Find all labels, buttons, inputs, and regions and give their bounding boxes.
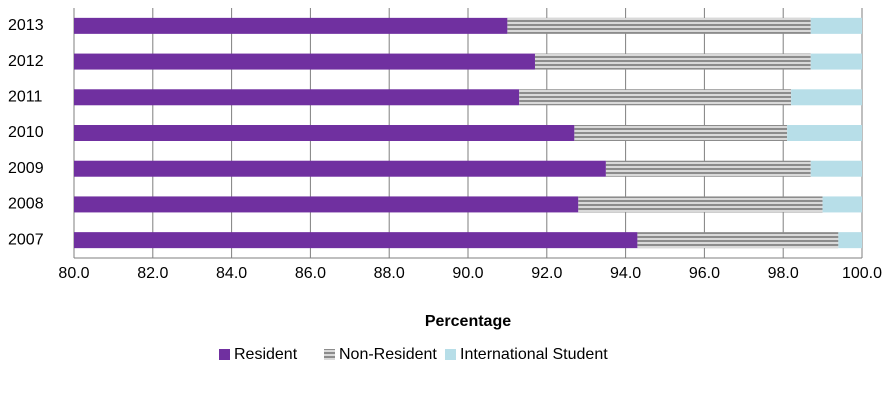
- bar-segment: [637, 232, 839, 249]
- legend-marker: [324, 349, 335, 360]
- bar-segment: [74, 125, 575, 141]
- x-tick-label: 90.0: [452, 265, 483, 282]
- x-tick-label: 88.0: [374, 265, 405, 282]
- x-tick-label: 92.0: [531, 265, 562, 282]
- x-tick-label: 94.0: [610, 265, 641, 282]
- bar-segment: [787, 125, 862, 141]
- x-tick-label: 86.0: [295, 265, 326, 282]
- bar-segment: [822, 196, 862, 213]
- legend-marker: [219, 349, 230, 360]
- bar-segment: [810, 160, 862, 177]
- legend-marker: [445, 349, 456, 360]
- x-axis-title: Percentage: [425, 313, 511, 330]
- bar-segment: [74, 17, 508, 34]
- x-tick-label: 100.0: [842, 265, 882, 282]
- y-tick-label: 2007: [8, 231, 44, 248]
- y-tick-label: 2009: [8, 160, 44, 177]
- y-tick-label: 2013: [8, 17, 44, 34]
- x-tick-label: 80.0: [58, 265, 89, 282]
- bar-segment: [810, 17, 862, 34]
- y-tick-label: 2008: [8, 196, 44, 213]
- bar-segment: [534, 53, 811, 70]
- x-tick-label: 82.0: [137, 265, 168, 282]
- bar-segment: [578, 196, 823, 213]
- bar-segment: [74, 196, 579, 213]
- bar-segment: [74, 232, 638, 249]
- bar-segment: [74, 160, 606, 177]
- legend-label: Non-Resident: [339, 346, 437, 363]
- y-tick-label: 2012: [8, 53, 44, 70]
- legend-label: International Student: [460, 346, 608, 363]
- bar-segment: [74, 89, 520, 106]
- bar-segment: [605, 160, 811, 177]
- bar-segment: [507, 17, 811, 34]
- bar-segment: [791, 89, 862, 106]
- bar-segment: [519, 89, 792, 106]
- bar-segment: [838, 232, 862, 249]
- y-tick-label: 2010: [8, 124, 44, 141]
- legend-label: Resident: [234, 346, 298, 363]
- bar-segment: [810, 53, 862, 70]
- x-tick-label: 98.0: [768, 265, 799, 282]
- bar-segment: [574, 125, 788, 141]
- y-tick-label: 2011: [8, 89, 43, 106]
- x-tick-label: 84.0: [216, 265, 247, 282]
- bar-segment: [74, 53, 535, 70]
- x-tick-label: 96.0: [689, 265, 720, 282]
